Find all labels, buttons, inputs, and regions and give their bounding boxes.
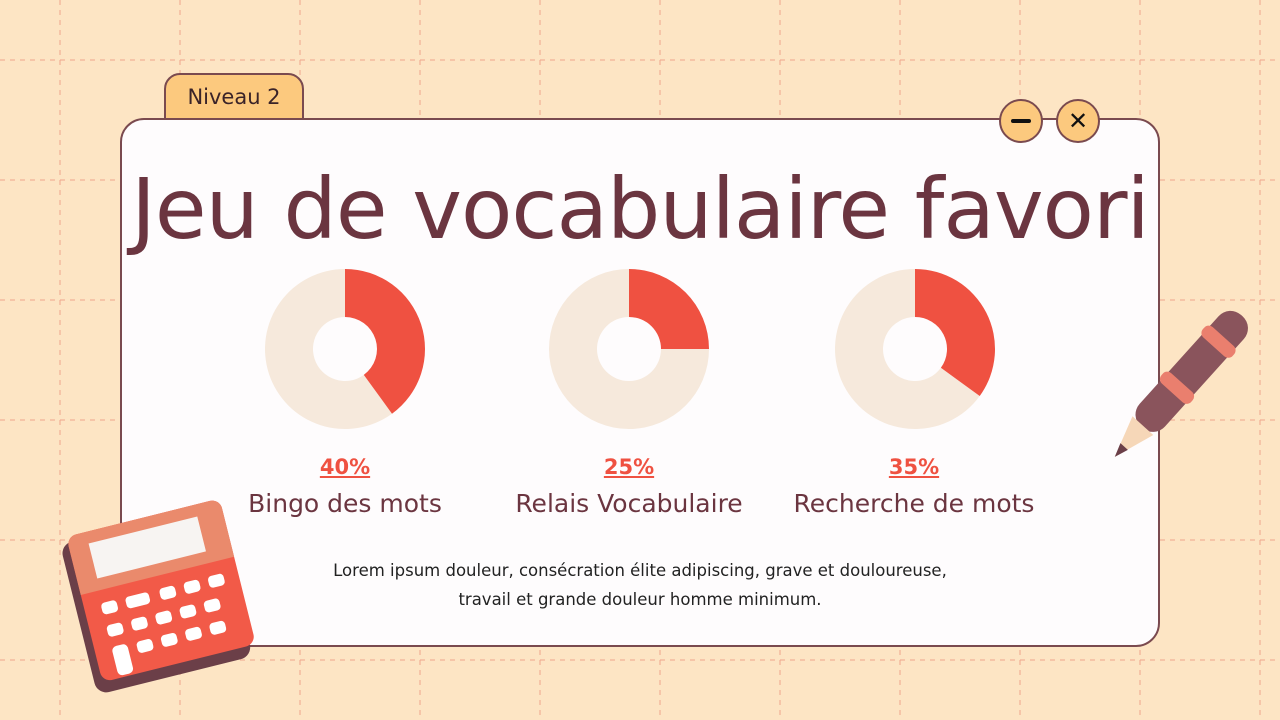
donut-value-segment xyxy=(345,269,426,414)
donut-remainder-segment xyxy=(549,269,709,429)
chart-value-label: 40% xyxy=(319,455,371,479)
calculator-icon xyxy=(62,500,254,693)
level-tab[interactable]: Niveau 2 xyxy=(164,73,304,125)
page-title: Jeu de vocabulaire favori xyxy=(131,160,1150,258)
close-icon: ✕ xyxy=(1067,107,1089,135)
donut-remainder-segment xyxy=(265,269,393,430)
minimize-icon xyxy=(1011,119,1031,123)
donut-value-segment xyxy=(915,269,995,397)
donut-remainder-segment xyxy=(835,269,980,429)
pen-icon xyxy=(1114,310,1248,457)
level-tab-label: Niveau 2 xyxy=(187,85,281,109)
description-line: Lorem ipsum douleur, consécration élite … xyxy=(333,561,947,580)
description: Lorem ipsum douleur, consécration élite … xyxy=(240,556,1040,614)
description-line: travail et grande douleur homme minimum. xyxy=(458,590,822,609)
chart-category-label: Relais Vocabulaire xyxy=(515,489,743,518)
close-button[interactable]: ✕ xyxy=(1056,99,1100,143)
chart-category-label: Recherche de mots xyxy=(793,489,1035,518)
chart-value-label: 25% xyxy=(603,455,655,479)
chart-value-label: 35% xyxy=(888,455,940,479)
minimize-button[interactable] xyxy=(999,99,1043,143)
donut-value-segment xyxy=(629,269,709,349)
chart-category-label: Bingo des mots xyxy=(248,489,442,518)
